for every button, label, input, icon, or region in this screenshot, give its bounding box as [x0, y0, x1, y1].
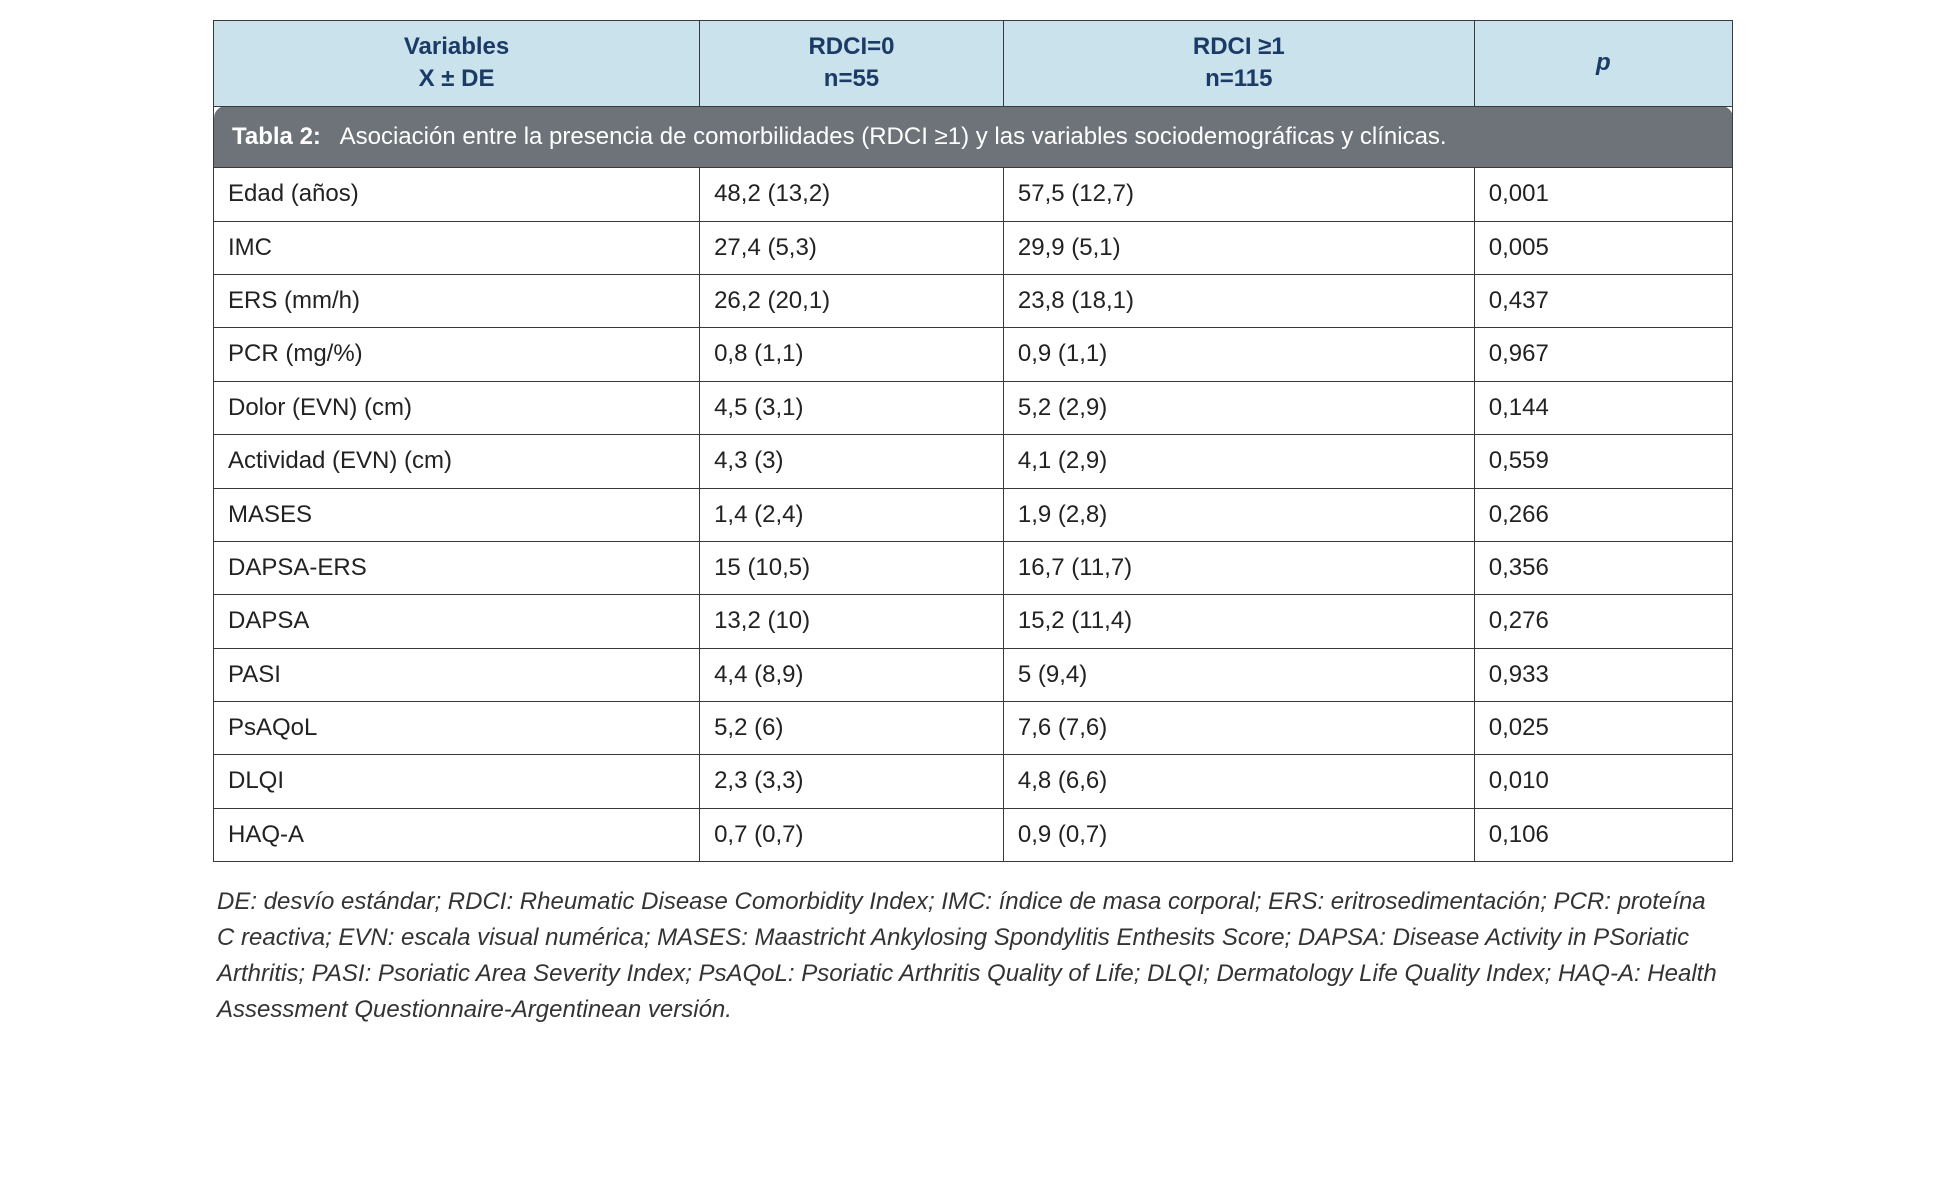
- cell-group1: 2,3 (3,3): [700, 755, 1004, 808]
- col-header-variables: Variables X ± DE: [214, 21, 700, 107]
- cell-group1: 4,4 (8,9): [700, 648, 1004, 701]
- cell-p: 0,266: [1474, 488, 1732, 541]
- col-header-p: p: [1474, 21, 1732, 107]
- col-header-group2-l1: RDCI ≥1: [1018, 31, 1460, 63]
- cell-group1: 26,2 (20,1): [700, 274, 1004, 327]
- col-header-group1-l1: RDCI=0: [714, 31, 989, 63]
- table-row: DAPSA-ERS15 (10,5)16,7 (11,7)0,356: [214, 541, 1733, 594]
- cell-group2: 57,5 (12,7): [1003, 168, 1474, 221]
- cell-p: 0,144: [1474, 381, 1732, 434]
- table-row: Actividad (EVN) (cm)4,3 (3)4,1 (2,9)0,55…: [214, 435, 1733, 488]
- cell-group2: 15,2 (11,4): [1003, 595, 1474, 648]
- cell-group2: 5 (9,4): [1003, 648, 1474, 701]
- cell-group1: 4,5 (3,1): [700, 381, 1004, 434]
- table-row: DAPSA13,2 (10)15,2 (11,4)0,276: [214, 595, 1733, 648]
- cell-p: 0,559: [1474, 435, 1732, 488]
- col-header-group1: RDCI=0 n=55: [700, 21, 1004, 107]
- cell-variable: DAPSA: [214, 595, 700, 648]
- cell-group2: 5,2 (2,9): [1003, 381, 1474, 434]
- cell-group1: 4,3 (3): [700, 435, 1004, 488]
- col-header-variables-l1: Variables: [228, 31, 685, 63]
- table-title-row: Tabla 2: Asociación entre la presencia d…: [214, 106, 1733, 167]
- cell-variable: PsAQoL: [214, 702, 700, 755]
- cell-group1: 13,2 (10): [700, 595, 1004, 648]
- table-row: PASI4,4 (8,9)5 (9,4)0,933: [214, 648, 1733, 701]
- cell-variable: MASES: [214, 488, 700, 541]
- cell-variable: Edad (años): [214, 168, 700, 221]
- col-header-group2: RDCI ≥1 n=115: [1003, 21, 1474, 107]
- cell-variable: IMC: [214, 221, 700, 274]
- cell-p: 0,276: [1474, 595, 1732, 648]
- cell-variable: PASI: [214, 648, 700, 701]
- cell-variable: Actividad (EVN) (cm): [214, 435, 700, 488]
- table-row: Edad (años)48,2 (13,2)57,5 (12,7)0,001: [214, 168, 1733, 221]
- cell-p: 0,356: [1474, 541, 1732, 594]
- cell-group1: 48,2 (13,2): [700, 168, 1004, 221]
- table-body: Edad (años)48,2 (13,2)57,5 (12,7)0,001IM…: [214, 168, 1733, 862]
- cell-group2: 29,9 (5,1): [1003, 221, 1474, 274]
- cell-group1: 0,7 (0,7): [700, 808, 1004, 861]
- cell-group2: 4,8 (6,6): [1003, 755, 1474, 808]
- table-title-label: Tabla 2:: [232, 123, 321, 150]
- table-row: PCR (mg/%)0,8 (1,1)0,9 (1,1)0,967: [214, 328, 1733, 381]
- cell-group1: 15 (10,5): [700, 541, 1004, 594]
- cell-p: 0,005: [1474, 221, 1732, 274]
- cell-group1: 5,2 (6): [700, 702, 1004, 755]
- cell-p: 0,437: [1474, 274, 1732, 327]
- table-row: IMC27,4 (5,3)29,9 (5,1)0,005: [214, 221, 1733, 274]
- cell-group2: 4,1 (2,9): [1003, 435, 1474, 488]
- cell-group1: 27,4 (5,3): [700, 221, 1004, 274]
- cell-variable: PCR (mg/%): [214, 328, 700, 381]
- cell-variable: Dolor (EVN) (cm): [214, 381, 700, 434]
- table-row: HAQ-A0,7 (0,7)0,9 (0,7)0,106: [214, 808, 1733, 861]
- cell-group2: 16,7 (11,7): [1003, 541, 1474, 594]
- cell-group2: 1,9 (2,8): [1003, 488, 1474, 541]
- cell-variable: ERS (mm/h): [214, 274, 700, 327]
- cell-p: 0,967: [1474, 328, 1732, 381]
- table-row: Dolor (EVN) (cm)4,5 (3,1)5,2 (2,9)0,144: [214, 381, 1733, 434]
- table-row: ERS (mm/h)26,2 (20,1)23,8 (18,1)0,437: [214, 274, 1733, 327]
- cell-p: 0,010: [1474, 755, 1732, 808]
- col-header-group1-l2: n=55: [714, 63, 989, 95]
- cell-variable: DAPSA-ERS: [214, 541, 700, 594]
- table-header: Variables X ± DE RDCI=0 n=55 RDCI ≥1 n=1…: [214, 21, 1733, 107]
- cell-group2: 23,8 (18,1): [1003, 274, 1474, 327]
- cell-group2: 0,9 (1,1): [1003, 328, 1474, 381]
- table-row: MASES1,4 (2,4)1,9 (2,8)0,266: [214, 488, 1733, 541]
- comorbidity-table: Tabla 2: Asociación entre la presencia d…: [213, 20, 1733, 862]
- table-row: PsAQoL5,2 (6)7,6 (7,6)0,025: [214, 702, 1733, 755]
- cell-group1: 0,8 (1,1): [700, 328, 1004, 381]
- col-header-variables-l2: X ± DE: [228, 63, 685, 95]
- col-header-p-l1: p: [1489, 47, 1718, 79]
- cell-group1: 1,4 (2,4): [700, 488, 1004, 541]
- cell-p: 0,025: [1474, 702, 1732, 755]
- cell-variable: DLQI: [214, 755, 700, 808]
- table-title-text: Asociación entre la presencia de comorbi…: [340, 123, 1447, 150]
- cell-p: 0,106: [1474, 808, 1732, 861]
- table-footnote: DE: desvío estándar; RDCI: Rheumatic Dis…: [213, 884, 1733, 1028]
- table-title-cell: Tabla 2: Asociación entre la presencia d…: [214, 106, 1733, 167]
- cell-group2: 7,6 (7,6): [1003, 702, 1474, 755]
- cell-variable: HAQ-A: [214, 808, 700, 861]
- cell-p: 0,001: [1474, 168, 1732, 221]
- cell-group2: 0,9 (0,7): [1003, 808, 1474, 861]
- table-container: Tabla 2: Asociación entre la presencia d…: [213, 20, 1733, 1028]
- cell-p: 0,933: [1474, 648, 1732, 701]
- col-header-group2-l2: n=115: [1018, 63, 1460, 95]
- table-row: DLQI2,3 (3,3)4,8 (6,6)0,010: [214, 755, 1733, 808]
- table-header-row: Variables X ± DE RDCI=0 n=55 RDCI ≥1 n=1…: [214, 21, 1733, 107]
